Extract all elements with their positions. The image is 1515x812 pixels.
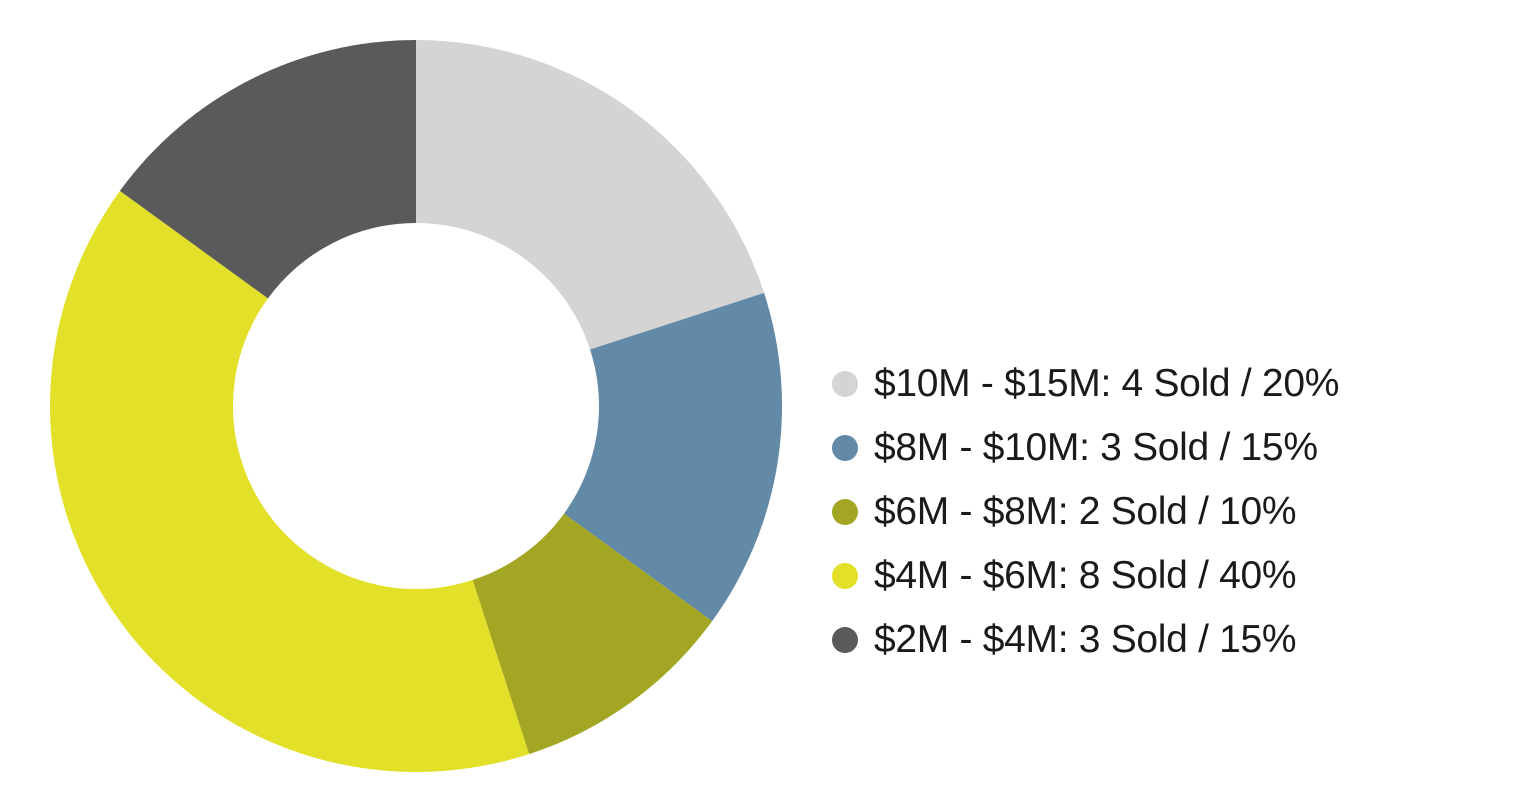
legend-item: $2M - $4M: 3 Sold / 15%	[832, 608, 1339, 672]
legend-swatch	[832, 435, 858, 461]
legend-swatch	[832, 627, 858, 653]
legend-label: $4M - $6M: 8 Sold / 40%	[874, 554, 1297, 597]
legend-swatch	[832, 371, 858, 397]
legend-item: $4M - $6M: 8 Sold / 40%	[832, 544, 1339, 608]
legend-label: $8M - $10M: 3 Sold / 15%	[874, 426, 1318, 469]
legend-item: $10M - $15M: 4 Sold / 20%	[832, 352, 1339, 416]
donut-slice-2	[472, 513, 713, 755]
chart-legend: $10M - $15M: 4 Sold / 20% $8M - $10M: 3 S…	[832, 352, 1339, 672]
donut-slice-0	[416, 40, 765, 350]
donut-chart	[49, 40, 782, 772]
legend-swatch	[832, 499, 858, 525]
legend-item: $8M - $10M: 3 Sold / 15%	[832, 416, 1339, 480]
legend-swatch	[832, 563, 858, 589]
legend-label: $6M - $8M: 2 Sold / 10%	[874, 490, 1297, 533]
legend-label: $10M - $15M: 4 Sold / 20%	[874, 362, 1340, 405]
legend-label: $2M - $4M: 3 Sold / 15%	[874, 618, 1297, 661]
donut-slice-3	[49, 190, 530, 772]
legend-item: $6M - $8M: 2 Sold / 10%	[832, 480, 1339, 544]
donut-slice-4	[119, 40, 416, 299]
donut-slice-1	[564, 292, 782, 622]
